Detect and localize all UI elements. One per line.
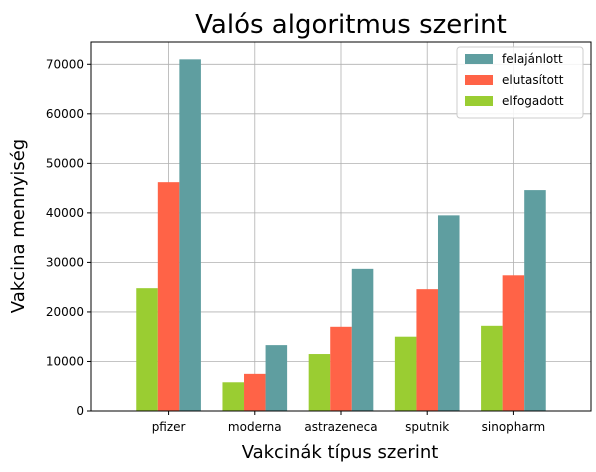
legend-label-felajánlott: felajánlott — [502, 52, 563, 66]
x-axis-label: Vakcinák típus szerint — [242, 442, 439, 463]
legend-label-elutasított: elutasított — [502, 73, 564, 87]
x-axis: pfizer moderna astrazeneca sputnik sinopharm — [152, 411, 545, 434]
y-tick-label: 30000 — [46, 255, 84, 269]
bar-felajánlott-moderna — [265, 345, 288, 411]
bars — [136, 59, 546, 411]
bar-elfogadott-moderna — [222, 382, 245, 411]
y-axis-label: Vakcina mennyiség — [8, 139, 29, 313]
legend-swatch-felajánlott — [465, 54, 493, 64]
y-tick-label: 50000 — [46, 156, 84, 170]
x-tick-label: pfizer — [152, 420, 186, 434]
x-tick-label: moderna — [228, 420, 282, 434]
chart-title: Valós algoritmus szerint — [195, 10, 507, 40]
bar-elutasított-sinopharm — [502, 275, 525, 411]
bar-felajánlott-astrazeneca — [351, 268, 374, 411]
bar-elfogadott-sputnik — [394, 336, 417, 411]
legend-swatch-elutasított — [465, 75, 493, 85]
y-tick-label: 0 — [76, 404, 84, 418]
legend-label-elfogadott: elfogadott — [502, 94, 564, 108]
y-tick-label: 20000 — [46, 305, 84, 319]
x-tick-label: sinopharm — [482, 420, 546, 434]
y-axis: 0 10000 20000 30000 40000 50000 60000 70000 — [46, 57, 91, 418]
x-tick-label: astrazeneca — [304, 420, 377, 434]
bar-elfogadott-sinopharm — [481, 325, 503, 411]
y-tick-label: 40000 — [46, 206, 84, 220]
legend: felajánlott elutasított elfogadott — [456, 46, 584, 119]
y-tick-label: 70000 — [46, 57, 84, 71]
bar-felajánlott-sinopharm — [524, 190, 546, 411]
y-tick-label: 60000 — [46, 107, 84, 121]
bar-elutasított-pfizer — [157, 182, 180, 411]
bar-felajánlott-sputnik — [437, 215, 460, 411]
bar-elutasított-moderna — [244, 373, 266, 411]
bar-elutasított-astrazeneca — [330, 326, 352, 411]
bar-elfogadott-pfizer — [136, 288, 158, 411]
bar-elutasított-sputnik — [416, 289, 438, 411]
x-tick-label: sputnik — [405, 420, 449, 434]
bar-felajánlott-pfizer — [179, 59, 201, 411]
bar-elfogadott-astrazeneca — [308, 354, 331, 411]
legend-swatch-elfogadott — [465, 96, 493, 106]
y-tick-label: 10000 — [46, 354, 84, 368]
